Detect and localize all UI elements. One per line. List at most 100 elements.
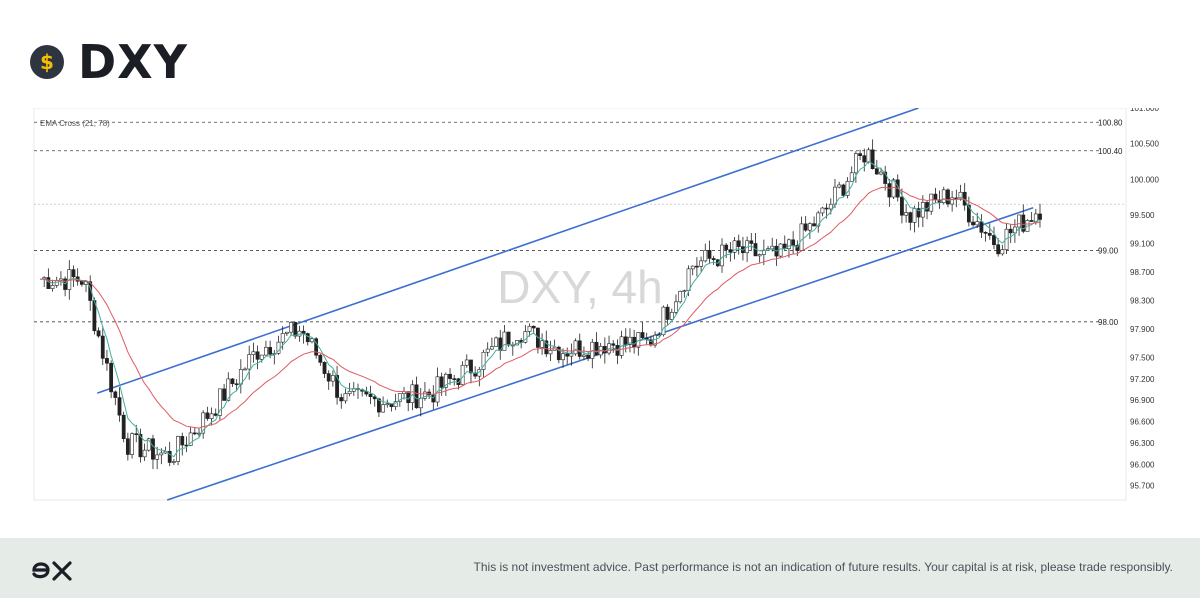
x-tick-label: 18: [468, 507, 477, 508]
candle-body: [711, 258, 716, 261]
candle-body: [586, 354, 591, 359]
x-tick-label: 15: [856, 507, 865, 508]
candle-body: [125, 438, 130, 455]
y-tick-label: 100.000: [1130, 175, 1159, 184]
candle-body: [665, 306, 670, 320]
candle-body: [130, 433, 134, 455]
candle-body: [987, 233, 992, 236]
candle-body: [293, 322, 298, 337]
candle-body: [372, 396, 377, 400]
candle-body: [908, 212, 913, 223]
candle-body: [996, 244, 1001, 255]
candle-body: [611, 343, 616, 346]
candle-body: [925, 202, 929, 212]
candle-body: [870, 149, 875, 169]
x-tick-label: 23: [79, 507, 88, 508]
header: $ DXY: [30, 34, 188, 90]
candle-body: [105, 358, 109, 364]
candle-body: [602, 346, 607, 354]
candle-body: [695, 265, 699, 268]
candle-body: [464, 359, 469, 366]
candle-body: [787, 239, 791, 250]
candle-body: [330, 375, 335, 382]
candle-body: [180, 436, 185, 446]
candle-body: [167, 451, 172, 463]
candle-body: [1033, 213, 1038, 222]
candle-body: [339, 397, 344, 402]
candle-body: [757, 254, 762, 257]
candle-body: [975, 221, 980, 226]
candle-body: [778, 243, 783, 257]
level-label: 100.80: [1098, 118, 1123, 127]
candle-body: [377, 398, 381, 413]
x-tick-label: 18: [900, 507, 909, 508]
candle-body: [192, 432, 197, 435]
candle-body: [347, 390, 352, 394]
y-tick-label: 96.000: [1130, 460, 1155, 469]
candle-body: [443, 373, 448, 388]
candle-body: [1029, 220, 1034, 222]
chart-svg: DXY, 4h EMA Cross (21, 78) 100.80 100.40 9…: [33, 104, 1159, 516]
candle-body: [803, 223, 808, 231]
candle-body: [577, 340, 582, 357]
ema-21-line: [39, 160, 1041, 458]
candle-body: [941, 189, 946, 204]
candle-body: [841, 184, 846, 196]
y-tick-label: 101.000: [1130, 108, 1159, 113]
candle-body: [452, 378, 457, 380]
candle-body: [628, 336, 632, 345]
candle-body: [247, 354, 252, 370]
candle-body: [946, 189, 950, 205]
candle-body: [699, 260, 703, 267]
candle-body: [879, 171, 883, 175]
candle-body: [213, 413, 218, 416]
candle-body: [812, 223, 816, 227]
candle-body: [397, 393, 402, 402]
candle-body: [678, 291, 683, 303]
candle-body: [874, 168, 879, 175]
candle-body: [1021, 214, 1026, 232]
channel-upper-line: [97, 107, 919, 394]
candle-body: [100, 335, 105, 359]
candle-body: [79, 280, 84, 285]
level-label: 100.40: [1098, 147, 1123, 156]
y-tick-label: 97.900: [1130, 325, 1155, 334]
x-tick-label: 28: [1072, 507, 1081, 508]
candle-body: [724, 244, 729, 250]
candle-body: [197, 432, 201, 435]
candle-body: [958, 191, 963, 200]
candle-body: [448, 373, 452, 379]
candle-body: [54, 280, 59, 286]
x-tick-label: 20: [511, 507, 520, 508]
candle-body: [682, 290, 687, 292]
candle-body: [50, 285, 55, 289]
candle-body: [96, 330, 101, 337]
candle-body: [209, 413, 214, 419]
candle-body: [435, 376, 440, 403]
candle-body: [134, 433, 139, 435]
x-tick-label: 4: [254, 507, 259, 508]
candle-body: [494, 337, 498, 347]
x-tick-label: 21: [36, 507, 45, 508]
candle-body: [887, 183, 892, 198]
candle-body: [502, 331, 507, 351]
candle-body: [151, 438, 155, 460]
candle-body: [912, 208, 917, 223]
y-tick-label: 96.300: [1130, 439, 1155, 448]
y-tick-label: 96.600: [1130, 418, 1155, 427]
candle-body: [201, 412, 206, 434]
candle-body: [933, 193, 938, 201]
candle-body: [318, 354, 323, 363]
candle-body: [310, 338, 314, 343]
candle-body: [423, 391, 427, 399]
page-title: DXY: [78, 35, 188, 89]
candle-body: [117, 397, 122, 416]
x-tick-label: 6: [297, 507, 302, 508]
x-tick-label: 27: [122, 507, 131, 508]
candle-body: [556, 346, 561, 361]
candle-body: [883, 171, 888, 184]
x-tick-label: 20: [943, 507, 952, 508]
candle-body: [992, 235, 996, 246]
candle-body: [280, 333, 285, 343]
y-tick-label: 99.500: [1130, 211, 1155, 220]
